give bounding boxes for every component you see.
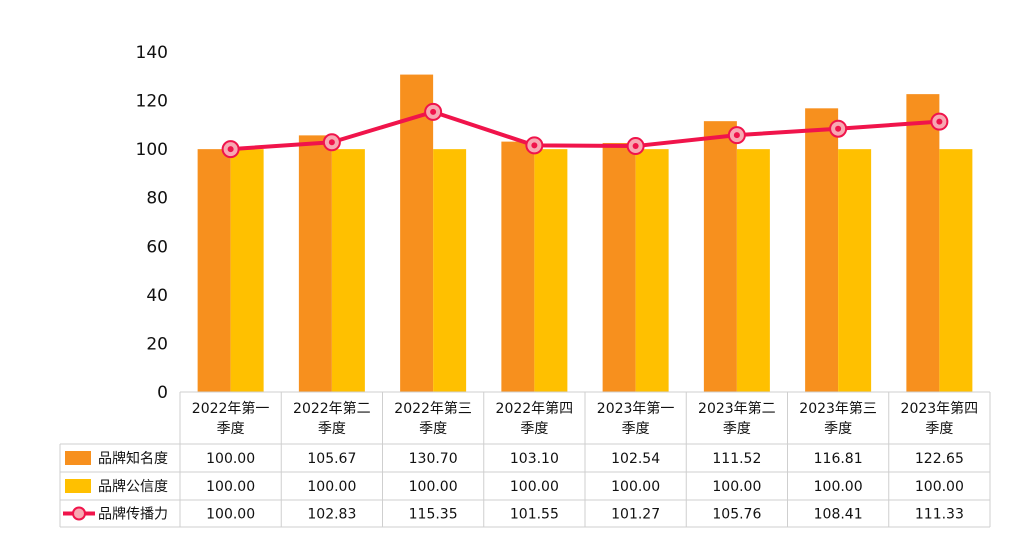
category-label: 2022年第三 [394,400,472,417]
table-cell-value: 111.33 [915,507,964,523]
line-point-core [632,143,639,150]
line-point-core [733,132,740,139]
table-cell-value: 100.00 [712,479,761,495]
table-cell-value: 100.00 [510,479,559,495]
table-cell-value: 130.70 [409,451,458,467]
table-cell-value: 100.00 [206,451,255,467]
table-cell-value: 100.00 [409,479,458,495]
table-cell-value: 100.00 [611,479,660,495]
bar-awareness [501,141,535,392]
table-cell-value: 111.52 [712,451,761,467]
category-label: 季度 [520,421,548,437]
table-cell-value: 101.27 [611,507,660,523]
bars [197,74,973,392]
y-tick-label: 140 [136,43,168,63]
y-tick-label: 80 [146,189,168,209]
category-label: 季度 [723,421,751,437]
line-path [230,109,940,152]
line-point-core [936,118,943,125]
line-point-core [328,139,335,146]
category-label: 季度 [925,421,953,437]
category-label: 2023年第三 [799,400,877,417]
category-label: 2022年第一 [192,400,270,417]
bar-credibility [838,149,872,392]
line-series [221,102,949,159]
table-cell-value: 115.35 [409,507,458,523]
table-cell-value: 105.67 [307,451,356,467]
bar-credibility [635,149,669,392]
y-tick-label: 100 [136,140,168,160]
bar-credibility [331,149,365,392]
category-label: 2023年第一 [597,400,675,417]
data-table: 2022年第一季度2022年第二季度2022年第三季度2022年第四季度2023… [59,391,991,528]
legend-swatch [65,451,91,465]
table-cell-value: 108.41 [814,507,863,523]
line-point-core [531,142,538,149]
category-label: 季度 [318,421,346,437]
table-cell-value: 116.81 [814,451,863,467]
line-point-core [227,146,234,153]
table-cell-value: 103.10 [510,451,559,467]
line-point-core [835,125,842,132]
y-tick-label: 20 [146,334,168,354]
y-tick-label: 60 [146,237,168,257]
bar-awareness [703,121,737,392]
table-cell-value: 102.83 [307,507,356,523]
table-cell-value: 122.65 [915,451,964,467]
category-label: 2023年第二 [698,400,776,417]
category-label: 2023年第四 [901,400,979,417]
bar-awareness [805,108,839,392]
bar-credibility [230,149,264,392]
legend-swatch [65,479,91,493]
legend-label: 品牌公信度 [98,478,168,495]
bar-awareness [602,142,636,392]
legend-label: 品牌传播力 [98,506,168,523]
table-cell-value: 100.00 [206,479,255,495]
category-label: 季度 [622,421,650,437]
bar-credibility [433,149,467,392]
table-cell-value: 102.54 [611,451,660,467]
y-tick-label: 40 [146,286,168,306]
table-cell-value: 105.76 [712,507,761,523]
bar-credibility [534,149,568,392]
bar-credibility [736,149,770,392]
y-tick-label: 0 [157,383,168,403]
legend-label: 品牌知名度 [98,450,168,467]
y-axis: 0 20 40 60 80 100 120 140 [136,43,168,403]
category-label: 季度 [217,421,245,437]
bar-awareness [906,94,940,392]
category-label: 2022年第二 [293,400,371,417]
legend-marker [72,506,86,521]
bar-awareness [298,135,332,392]
table-cell-value: 100.00 [206,507,255,523]
category-label: 2022年第四 [496,400,574,417]
category-label: 季度 [419,421,447,437]
bar-awareness [400,74,434,392]
table-cell-value: 100.00 [915,479,964,495]
category-label: 季度 [824,421,852,437]
table-cell-value: 101.55 [510,507,559,523]
line-point-core [430,108,437,115]
table-cell-value: 100.00 [814,479,863,495]
table-cell-value: 100.00 [307,479,356,495]
y-tick-label: 120 [136,92,168,112]
bar-awareness [197,149,231,392]
bar-credibility [939,149,973,392]
